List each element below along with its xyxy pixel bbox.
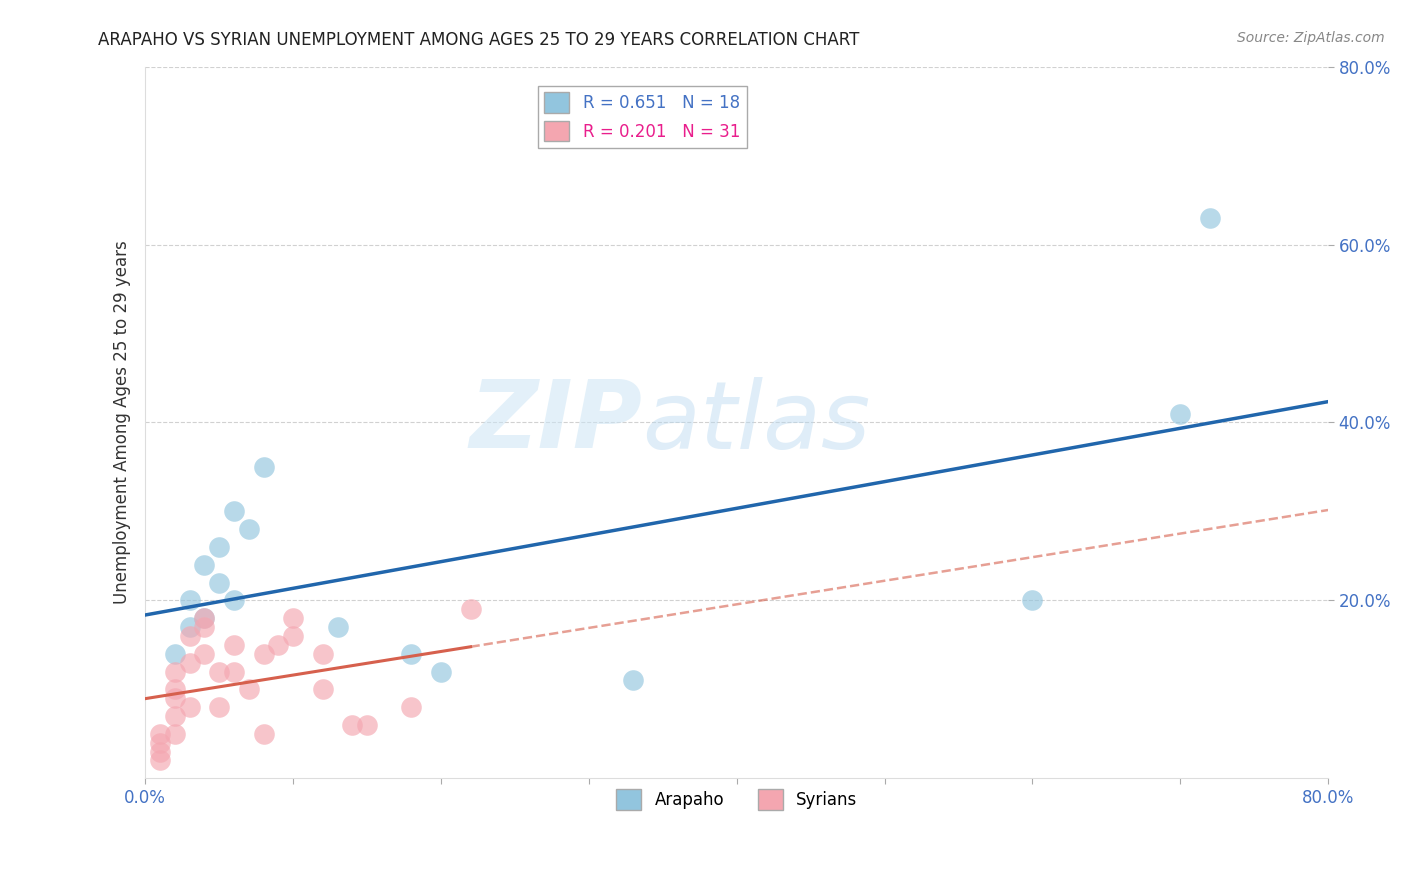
Point [430, 665, 453, 679]
Point [163, 665, 186, 679]
Point [149, 745, 172, 759]
Point [149, 736, 172, 750]
Point [252, 459, 274, 474]
Point [149, 754, 172, 768]
Point [193, 620, 215, 634]
Point [312, 682, 335, 697]
Point [326, 620, 349, 634]
Point [163, 682, 186, 697]
Point [179, 656, 201, 670]
Text: atlas: atlas [643, 377, 870, 468]
Point [179, 620, 201, 634]
Point [222, 504, 245, 518]
Point [283, 611, 305, 625]
Y-axis label: Unemployment Among Ages 25 to 29 years: Unemployment Among Ages 25 to 29 years [114, 241, 131, 604]
Point [1168, 407, 1191, 421]
Point [401, 647, 423, 661]
Legend: Arapaho, Syrians: Arapaho, Syrians [610, 782, 863, 816]
Point [193, 558, 215, 572]
Point [238, 522, 260, 536]
Point [312, 647, 335, 661]
Point [401, 700, 423, 714]
Point [163, 691, 186, 706]
Point [460, 602, 482, 616]
Point [267, 638, 290, 652]
Point [356, 718, 378, 732]
Text: Source: ZipAtlas.com: Source: ZipAtlas.com [1237, 31, 1385, 45]
Point [193, 611, 215, 625]
Point [179, 629, 201, 643]
Point [342, 718, 364, 732]
Point [283, 629, 305, 643]
Point [193, 647, 215, 661]
Text: ARAPAHO VS SYRIAN UNEMPLOYMENT AMONG AGES 25 TO 29 YEARS CORRELATION CHART: ARAPAHO VS SYRIAN UNEMPLOYMENT AMONG AGE… [98, 31, 860, 49]
Point [238, 682, 260, 697]
Point [208, 700, 231, 714]
Point [208, 665, 231, 679]
Point [1198, 211, 1220, 225]
Point [1021, 593, 1043, 607]
Point [621, 673, 644, 688]
Point [252, 647, 274, 661]
Point [163, 709, 186, 723]
Point [149, 727, 172, 741]
Point [252, 727, 274, 741]
Point [222, 638, 245, 652]
Point [163, 727, 186, 741]
Text: ZIP: ZIP [470, 376, 643, 468]
Point [163, 647, 186, 661]
Point [193, 611, 215, 625]
Point [222, 593, 245, 607]
Point [208, 575, 231, 590]
Point [222, 665, 245, 679]
Point [179, 593, 201, 607]
Point [208, 540, 231, 554]
Point [179, 700, 201, 714]
